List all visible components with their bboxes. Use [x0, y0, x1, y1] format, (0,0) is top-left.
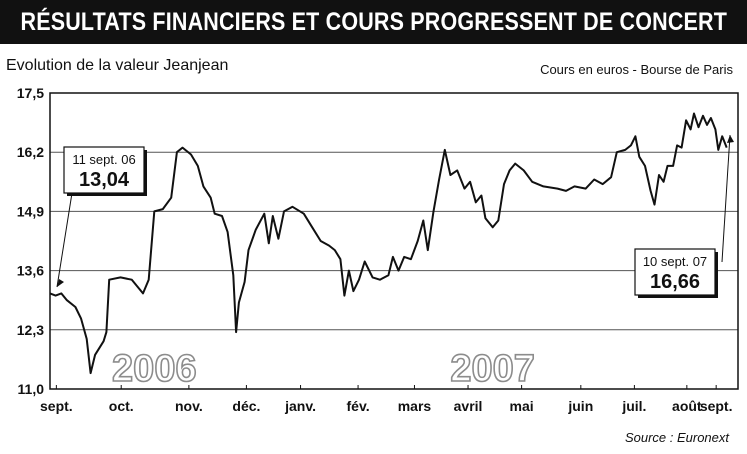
callout-date: 10 sept. 07 — [643, 254, 707, 269]
year-label: 2006 — [112, 348, 197, 390]
callout-pointer — [56, 192, 73, 288]
x-tick-label: juin — [567, 398, 593, 414]
x-tick-label: nov. — [175, 398, 203, 414]
y-tick-label: 11,0 — [18, 381, 45, 397]
x-tick-label: avril — [454, 398, 483, 414]
y-tick-label: 17,5 — [17, 85, 44, 101]
callout-value: 13,04 — [79, 169, 130, 191]
x-tick-label: mars — [398, 398, 432, 414]
y-tick-label: 12,3 — [17, 322, 44, 338]
plot-frame — [49, 92, 739, 390]
callout-box: 10 sept. 07 16,66 — [634, 134, 734, 298]
y-axis-ticks: 17,5 16,2 14,9 13,6 12,3 11,0 — [17, 85, 44, 397]
x-tick-label: juil. — [621, 398, 646, 414]
callout-arrowhead — [57, 279, 64, 287]
x-tick-label: mai — [510, 398, 534, 414]
callout-box: 11 sept. 06 13,04 — [56, 146, 147, 288]
y-tick-label: 14,9 — [17, 203, 44, 219]
x-tick-label: janv. — [284, 398, 316, 414]
x-tick-label: sept. — [700, 398, 733, 414]
callout-date: 11 sept. 06 — [72, 152, 135, 167]
year-label: 2007 — [450, 348, 535, 390]
grid-lines — [50, 151, 738, 331]
x-axis-ticks: sept. oct. nov. déc. janv. fév. mars avril mai ju… — [40, 385, 733, 414]
x-tick-label: oct. — [109, 398, 134, 414]
chart-title: RÉSULTATS FINANCIERS ET COURS PROGRESSEN… — [20, 7, 727, 36]
series-line — [49, 112, 728, 375]
series-layer — [49, 112, 728, 375]
callout-arrowhead — [727, 135, 734, 143]
x-tick-label: déc. — [232, 398, 260, 414]
y-tick-label: 13,6 — [17, 263, 44, 279]
x-tick-label: août — [672, 398, 702, 414]
year-labels: 2006 2007 — [111, 347, 536, 391]
y-tick-label: 16,2 — [17, 144, 44, 160]
x-tick-label: sept. — [40, 398, 73, 414]
callouts: 11 sept. 06 13,04 10 sept. 07 16,66 — [56, 134, 734, 298]
source-note: Source : Euronext — [624, 430, 729, 445]
callout-frame — [63, 146, 145, 194]
chart-subtitle: Evolution de la valeur Jeanjean — [6, 57, 229, 74]
callout-value: 16,66 — [650, 271, 700, 293]
chart-title-bar: RÉSULTATS FINANCIERS ET COURS PROGRESSEN… — [0, 0, 747, 44]
callout-frame — [634, 248, 716, 296]
units-note: Cours en euros - Bourse de Paris — [540, 62, 733, 77]
callout-pointer — [721, 134, 731, 263]
x-tick-label: fév. — [347, 398, 370, 414]
